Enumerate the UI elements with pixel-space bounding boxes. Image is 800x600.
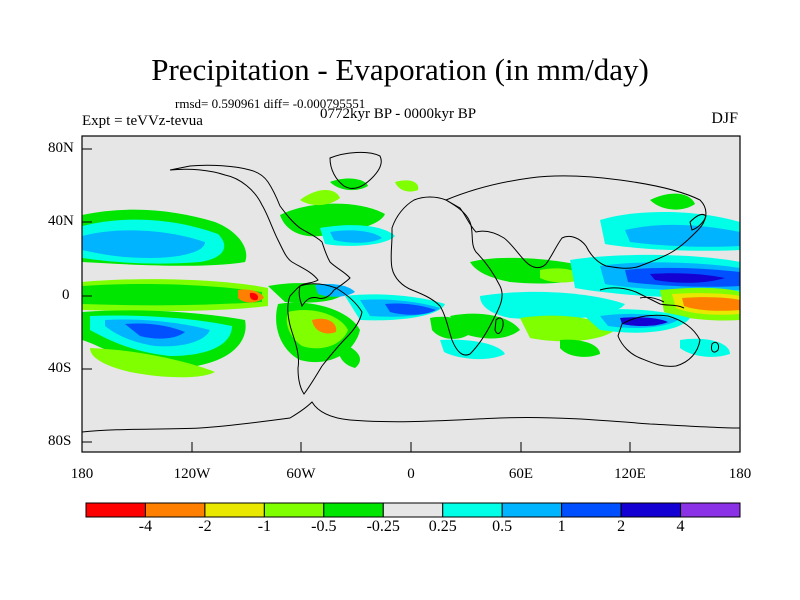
colorbar-swatch xyxy=(680,502,741,518)
colorbar-label: 2 xyxy=(617,518,626,535)
x-tick-label: 120W xyxy=(173,466,211,482)
coastline-australia xyxy=(617,314,701,367)
colorbar-swatch xyxy=(85,502,146,518)
x-tick-label: 0 xyxy=(407,466,415,482)
stats-line: rmsd= 0.590961 diff= -0.000795551 xyxy=(175,96,366,111)
colorbar-swatch xyxy=(263,502,325,518)
field-patch xyxy=(440,339,505,360)
colorbar-label: -2 xyxy=(198,518,212,535)
colorbar-swatch xyxy=(144,502,206,518)
coastlines xyxy=(82,151,740,433)
colorbar-swatch xyxy=(620,502,682,518)
field-patch xyxy=(395,180,419,192)
colorbar-label: 0.25 xyxy=(428,518,457,535)
colorbar-label: 1 xyxy=(557,518,566,535)
field-patch xyxy=(125,323,185,339)
colorbar-swatch xyxy=(561,502,622,518)
y-tick-label: 80S xyxy=(48,433,72,449)
colorbar-label: 4 xyxy=(676,518,685,535)
field-patch xyxy=(300,189,340,206)
field-patch xyxy=(249,292,259,301)
field-patch xyxy=(90,348,215,378)
field-patch xyxy=(682,297,740,311)
colorbar-swatch xyxy=(204,502,265,518)
coastline-new-zealand xyxy=(711,341,719,353)
field-patch xyxy=(82,284,262,306)
colorbar-label: -0.25 xyxy=(366,518,400,535)
field-patch xyxy=(338,342,360,368)
x-tick-label: 60W xyxy=(286,466,316,482)
field-patch xyxy=(385,303,436,315)
colorbar xyxy=(85,502,741,518)
experiment-label: Expt = teVVz-tevua xyxy=(82,113,203,129)
coastline-north-america xyxy=(169,164,351,308)
coastline-south-america xyxy=(287,283,363,395)
x-tick-label: 180 xyxy=(728,466,752,482)
coastline-japan xyxy=(689,213,707,231)
field-patch xyxy=(82,230,205,258)
colorbar-swatch xyxy=(442,502,503,518)
colorbar-swatch xyxy=(382,502,444,518)
y-tick-label: 40N xyxy=(48,213,74,229)
field-patch xyxy=(650,273,725,283)
y-tick-label: 0 xyxy=(62,287,70,303)
coastline-greenland xyxy=(329,151,382,189)
x-tick-label: 60E xyxy=(508,466,534,482)
x-tick-label: 120E xyxy=(614,466,646,482)
field-patch xyxy=(625,224,740,247)
plot-title: Precipitation - Evaporation (in mm/day) xyxy=(151,52,649,87)
coastline-madagascar xyxy=(494,317,504,334)
period-label: 0772kyr BP - 0000kyr BP xyxy=(320,106,477,122)
y-tick-label: 80N xyxy=(48,140,74,156)
season-label: DJF xyxy=(711,110,738,127)
coastline-antarctica xyxy=(82,401,740,433)
coastline-indonesia xyxy=(599,287,685,309)
y-tick-label: 40S xyxy=(48,360,72,376)
colorbar-swatch xyxy=(323,502,384,518)
colorbar-swatch xyxy=(501,502,563,518)
coastline-asia xyxy=(444,175,707,269)
colorbar-label: -1 xyxy=(257,518,272,535)
x-tick-label: 180 xyxy=(70,466,94,482)
field-patch xyxy=(650,193,695,210)
field-patch xyxy=(560,339,600,357)
colorbar-label: -0.5 xyxy=(311,518,337,535)
colorbar-label: 0.5 xyxy=(492,518,513,535)
axis-ticks xyxy=(81,148,741,452)
field-patch xyxy=(312,318,337,334)
field-patch xyxy=(330,230,382,243)
colorbar-label: -4 xyxy=(138,518,153,535)
